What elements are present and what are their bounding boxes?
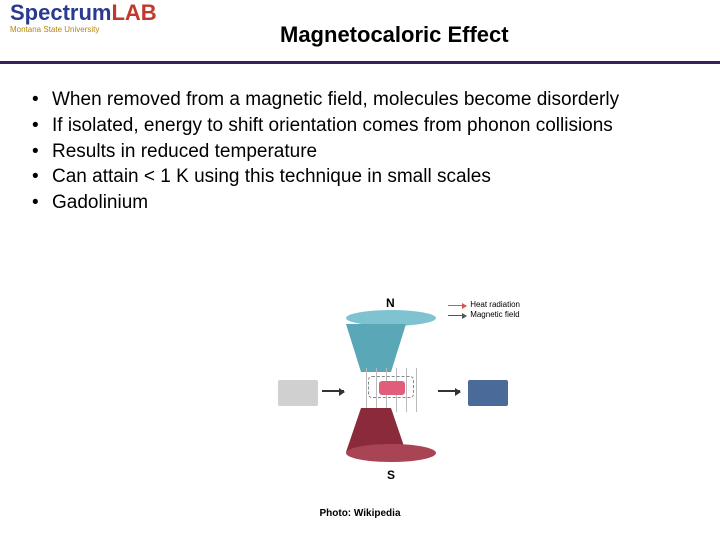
bullet-item: If isolated, energy to shift orientation… [24, 114, 696, 138]
magnet-n-body [346, 324, 406, 372]
bullet-list: When removed from a magnetic field, mole… [24, 88, 696, 215]
n-label: N [386, 296, 395, 310]
photo-credit: Photo: Wikipedia [0, 508, 720, 519]
bullet-item: Results in reduced temperature [24, 140, 696, 164]
legend-arrow-icon [448, 305, 466, 306]
diagram: Heat radiation Magnetic field N S [260, 300, 520, 500]
bullet-item: Gadolinium [24, 191, 696, 215]
legend-row-field: Magnetic field [448, 310, 520, 320]
magnet-north: N [346, 310, 436, 372]
legend-arrow-icon [448, 315, 466, 316]
logo-word-2: LAB [111, 0, 156, 25]
s-label: S [387, 468, 395, 482]
logo: SpectrumLAB Montana State University [10, 2, 157, 34]
logo-subtitle: Montana State University [10, 26, 157, 34]
diagram-legend: Heat radiation Magnetic field [448, 300, 520, 321]
bullet-item: When removed from a magnetic field, mole… [24, 88, 696, 112]
arrow-icon [322, 390, 344, 392]
header: SpectrumLAB Montana State University Mag… [0, 0, 720, 64]
magnet-south: S [346, 408, 436, 464]
block-right [468, 380, 508, 406]
legend-label-field: Magnetic field [470, 310, 519, 320]
sample [368, 376, 414, 404]
sample-core [379, 381, 405, 395]
logo-word-1: Spectrum [10, 0, 111, 25]
content: When removed from a magnetic field, mole… [0, 64, 720, 215]
logo-main: SpectrumLAB [10, 2, 157, 24]
legend-label-heat: Heat radiation [470, 300, 520, 310]
page-title: Magnetocaloric Effect [280, 22, 509, 48]
bullet-item: Can attain < 1 K using this technique in… [24, 165, 696, 189]
arrow-icon [438, 390, 460, 392]
block-left [278, 380, 318, 406]
legend-row-heat: Heat radiation [448, 300, 520, 310]
sample-outline [368, 376, 414, 398]
magnet-s-cap [346, 444, 436, 462]
